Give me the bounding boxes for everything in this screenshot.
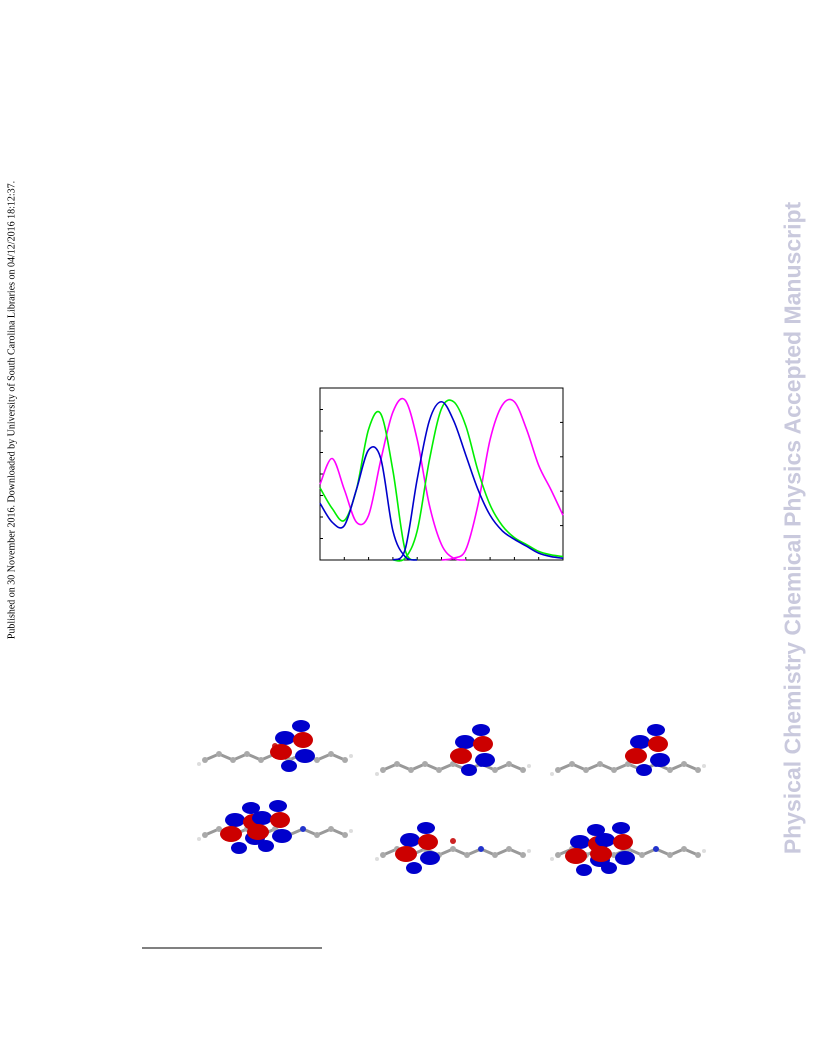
molecule-orbitals [195, 720, 708, 876]
spectrum-line [319, 397, 466, 561]
plot-frame [319, 387, 564, 561]
spectrum-line [392, 400, 564, 561]
spectrum-line [441, 398, 564, 561]
spectrum-line [392, 399, 564, 562]
spectrum-line [319, 446, 418, 561]
spectrum-line [319, 410, 418, 561]
